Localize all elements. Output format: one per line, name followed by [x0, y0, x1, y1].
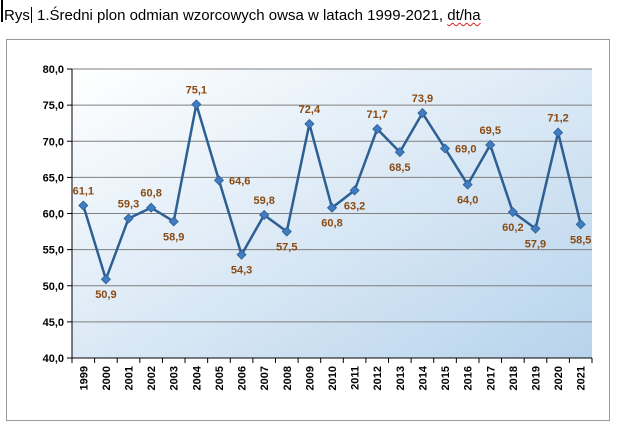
x-tick-label: 2019 [530, 366, 542, 390]
x-tick-label: 2015 [440, 366, 452, 390]
data-point [281, 226, 292, 237]
data-label: 59,3 [118, 199, 139, 211]
margin-bar [1, 0, 3, 22]
data-label: 72,4 [299, 104, 321, 116]
line-chart: 40,0 45,0 50,0 55,0 60,0 65,0 70,0 75,0 80,0 1999… [43, 64, 593, 390]
x-tick-label: 1999 [78, 366, 90, 390]
y-tick-label: 40,0 [43, 353, 64, 365]
data-point [146, 202, 157, 213]
data-label: 58,9 [163, 231, 184, 243]
data-label: 63,2 [344, 200, 365, 212]
x-tick-label: 2000 [101, 366, 113, 390]
y-tick-label: 75,0 [43, 100, 64, 112]
x-tick-label: 2018 [508, 366, 520, 390]
data-point [372, 123, 383, 135]
data-label: 58,5 [570, 234, 591, 246]
x-tick-label: 2009 [304, 366, 316, 390]
data-point [575, 219, 586, 230]
text-cursor [30, 7, 32, 23]
data-point [168, 216, 179, 227]
x-tick-label: 2011 [350, 366, 362, 390]
x-tick-label: 2020 [553, 366, 565, 390]
y-tick-label: 70,0 [43, 136, 64, 148]
caption-unit: dt/ha [447, 7, 481, 24]
data-label: 60,2 [502, 222, 523, 234]
x-tick-label: 2007 [259, 366, 271, 390]
x-tick-label: 2005 [214, 366, 226, 390]
x-tick-label: 2006 [237, 366, 249, 390]
x-tick-label: 2017 [485, 366, 497, 390]
data-point [100, 274, 111, 285]
figure-caption: Rys 1.Średni plon odmian wzorcowych owsa… [4, 7, 481, 24]
data-label: 59,8 [253, 195, 274, 207]
data-label: 57,5 [276, 242, 297, 254]
data-point [507, 206, 518, 218]
data-point [213, 175, 225, 186]
data-point [236, 249, 247, 260]
x-tick-label: 2012 [372, 366, 384, 390]
data-point [259, 209, 270, 221]
data-label: 69,5 [480, 125, 501, 137]
x-tick-label: 2013 [395, 366, 407, 390]
x-tick-label: 2014 [417, 365, 429, 390]
data-label: 75,1 [186, 84, 207, 96]
data-point [530, 223, 541, 234]
data-point [349, 185, 360, 196]
data-point [78, 200, 89, 211]
data-point [462, 179, 473, 190]
x-tick-label: 2016 [463, 366, 475, 390]
data-point [304, 118, 315, 129]
data-label: 61,1 [73, 186, 94, 198]
caption-prefix: Rys [4, 7, 30, 24]
y-tick-label: 80,0 [43, 64, 64, 76]
data-label: 60,8 [321, 218, 342, 230]
data-label: 71,2 [547, 113, 568, 125]
y-tick-label: 60,0 [43, 209, 64, 221]
chart-frame[interactable]: 40,0 45,0 50,0 55,0 60,0 65,0 70,0 75,0 80,0 1999… [6, 39, 610, 421]
data-label: 54,3 [231, 265, 252, 277]
data-label: 57,9 [525, 239, 546, 251]
caption-text: 1.Średni plon odmian wzorcowych owsa w l… [32, 7, 448, 24]
data-label: 64,0 [457, 195, 478, 207]
x-tick-label: 2010 [327, 366, 339, 390]
data-point [417, 108, 428, 119]
x-tick-label: 2001 [124, 366, 136, 390]
data-label: 71,7 [367, 109, 388, 121]
data-label: 50,9 [95, 289, 116, 301]
data-point [326, 202, 338, 213]
y-tick-label: 65,0 [43, 172, 64, 184]
data-label: 60,8 [140, 188, 161, 200]
data-label: 69,0 [455, 143, 476, 155]
data-point [123, 213, 134, 224]
data-label: 68,5 [389, 162, 410, 174]
data-point [394, 147, 405, 158]
data-label: 64,6 [229, 175, 250, 187]
y-tick-label: 50,0 [43, 281, 64, 293]
x-tick-label: 2002 [146, 366, 158, 390]
data-point [553, 127, 564, 138]
x-tick-label: 2008 [282, 366, 294, 390]
y-tick-label: 45,0 [43, 317, 64, 329]
data-point [191, 99, 202, 110]
x-tick-label: 2003 [169, 366, 181, 390]
x-tick-label: 2004 [191, 365, 203, 390]
x-tick-label: 2021 [576, 366, 588, 390]
data-point [439, 143, 451, 154]
data-label: 73,9 [412, 93, 433, 105]
data-point [485, 139, 496, 150]
y-tick-label: 55,0 [43, 245, 64, 257]
